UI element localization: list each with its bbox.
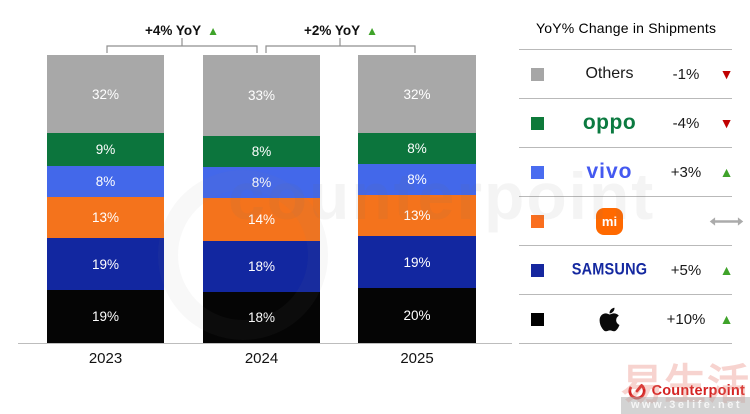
x-axis-label-2023: 2023 [88,350,123,367]
yoy-annotation-2024-2025: +2% YoY ▲ [304,23,378,38]
bar-segment-others-2024: 33% [203,55,320,136]
segment-value-label: 18% [247,310,276,325]
flat-arrow-cell [709,215,744,228]
oppo-logo: oppo [582,111,637,134]
yoy-annotation-label: +4% YoY [144,23,202,38]
up-triangle-icon: ▲ [719,164,734,180]
bar-segment-samsung-2024: 18% [203,241,320,292]
down-triangle-icon: ▼ [719,115,734,131]
counterpoint-gauge-icon [627,382,646,400]
bar-segment-samsung-2025: 19% [358,235,476,289]
segment-value-label: 13% [403,207,431,223]
up-triangle-icon: ▲ [207,23,220,38]
bar-segment-oppo-2025: 8% [358,133,476,165]
legend-row-samsung: SAMSUNG +5% ▲ [519,245,734,294]
oppo-color-swatch [531,116,544,130]
up-triangle-icon: ▲ [366,23,379,38]
legend-title: YoY% Change in Shipments [536,20,717,36]
samsung-change-value: +5% [670,261,702,279]
segment-value-label: 8% [251,175,272,190]
segment-value-label: 8% [407,172,427,188]
segment-value-label: 8% [95,174,116,190]
counterpoint-wordmark: Counterpoint [651,383,745,399]
segment-value-label: 14% [247,212,276,227]
bar-segment-xiaomi-2023: 13% [47,197,164,238]
oppo-change-value: -4% [672,114,700,132]
segment-value-label: 33% [247,88,276,103]
xiaomi-mi-logo: mi [596,207,623,235]
stacked-bar-2025: 32% 8% 8% 13% 19% 20% [358,55,476,343]
vivo-color-swatch [531,165,544,179]
xiaomi-logo-text: mi [601,213,618,229]
apple-color-swatch [531,312,544,326]
legend-panel: YoY% Change in Shipments Others -1% ▼ op… [519,14,744,344]
segment-value-label: 20% [403,308,431,324]
segment-value-label: 19% [91,309,120,325]
others-change-value: -1% [672,65,700,83]
bar-segment-xiaomi-2024: 14% [203,198,320,241]
others-label: Others [585,65,634,82]
legend-row-oppo: oppo -4% ▼ [519,98,734,147]
segment-value-label: 8% [251,144,272,159]
bar-segment-oppo-2024: 8% [203,136,320,167]
segment-value-label: 13% [91,209,120,225]
yoy-bracket-lines [106,38,416,53]
segment-value-label: 8% [407,141,427,157]
apple-logo-icon [599,307,620,331]
bar-segment-samsung-2023: 19% [47,237,164,291]
stacked-bar-2023: 32% 9% 8% 13% 19% 19% [47,55,164,343]
flat-double-arrow-icon [709,216,744,226]
bar-segment-others-2025: 32% [358,55,476,134]
legend-row-apple: +10% ▲ [519,294,734,344]
bar-segment-vivo-2023: 8% [47,166,164,198]
others-color-swatch [531,67,544,81]
segment-value-label: 19% [91,256,120,272]
legend-row-others: Others -1% ▼ [519,49,734,98]
bar-segment-vivo-2025: 8% [358,164,476,196]
bar-segment-oppo-2023: 9% [47,133,164,167]
bar-segment-apple-2025: 20% [358,288,476,343]
bar-segment-others-2023: 32% [47,55,164,134]
segment-value-label: 19% [403,254,431,270]
segment-value-label: 32% [403,86,431,102]
bar-segment-xiaomi-2025: 13% [358,195,476,236]
x-axis-label-2025: 2025 [400,350,434,367]
samsung-color-swatch [531,263,544,277]
stacked-bar-2024: 33% 8% 8% 14% 18% 18% [203,55,320,343]
segment-value-label: 32% [91,86,120,102]
up-triangle-icon: ▲ [719,311,734,327]
bar-segment-apple-2023: 19% [47,290,164,343]
counterpoint-logo: Counterpoint [627,381,745,401]
vivo-change-value: +3% [670,163,702,181]
samsung-logo: SAMSUNG [571,260,648,280]
yoy-annotation-2023-2024: +4% YoY ▲ [145,23,219,38]
legend-row-vivo: vivo +3% ▲ [519,147,734,196]
apple-change-value: +10% [666,310,706,328]
down-triangle-icon: ▼ [719,66,734,82]
up-triangle-icon: ▲ [719,262,734,278]
x-axis-label-2024: 2024 [244,350,279,367]
xiaomi-color-swatch [531,214,544,228]
bar-segment-vivo-2024: 8% [203,167,320,198]
vivo-logo: vivo [586,160,633,183]
segment-value-label: 18% [247,259,276,274]
yoy-annotation-label: +2% YoY [303,23,361,38]
legend-row-xiaomi: mi [519,196,744,245]
x-axis-line [18,343,512,344]
bar-segment-apple-2024: 18% [203,292,320,343]
segment-value-label: 9% [95,142,116,158]
